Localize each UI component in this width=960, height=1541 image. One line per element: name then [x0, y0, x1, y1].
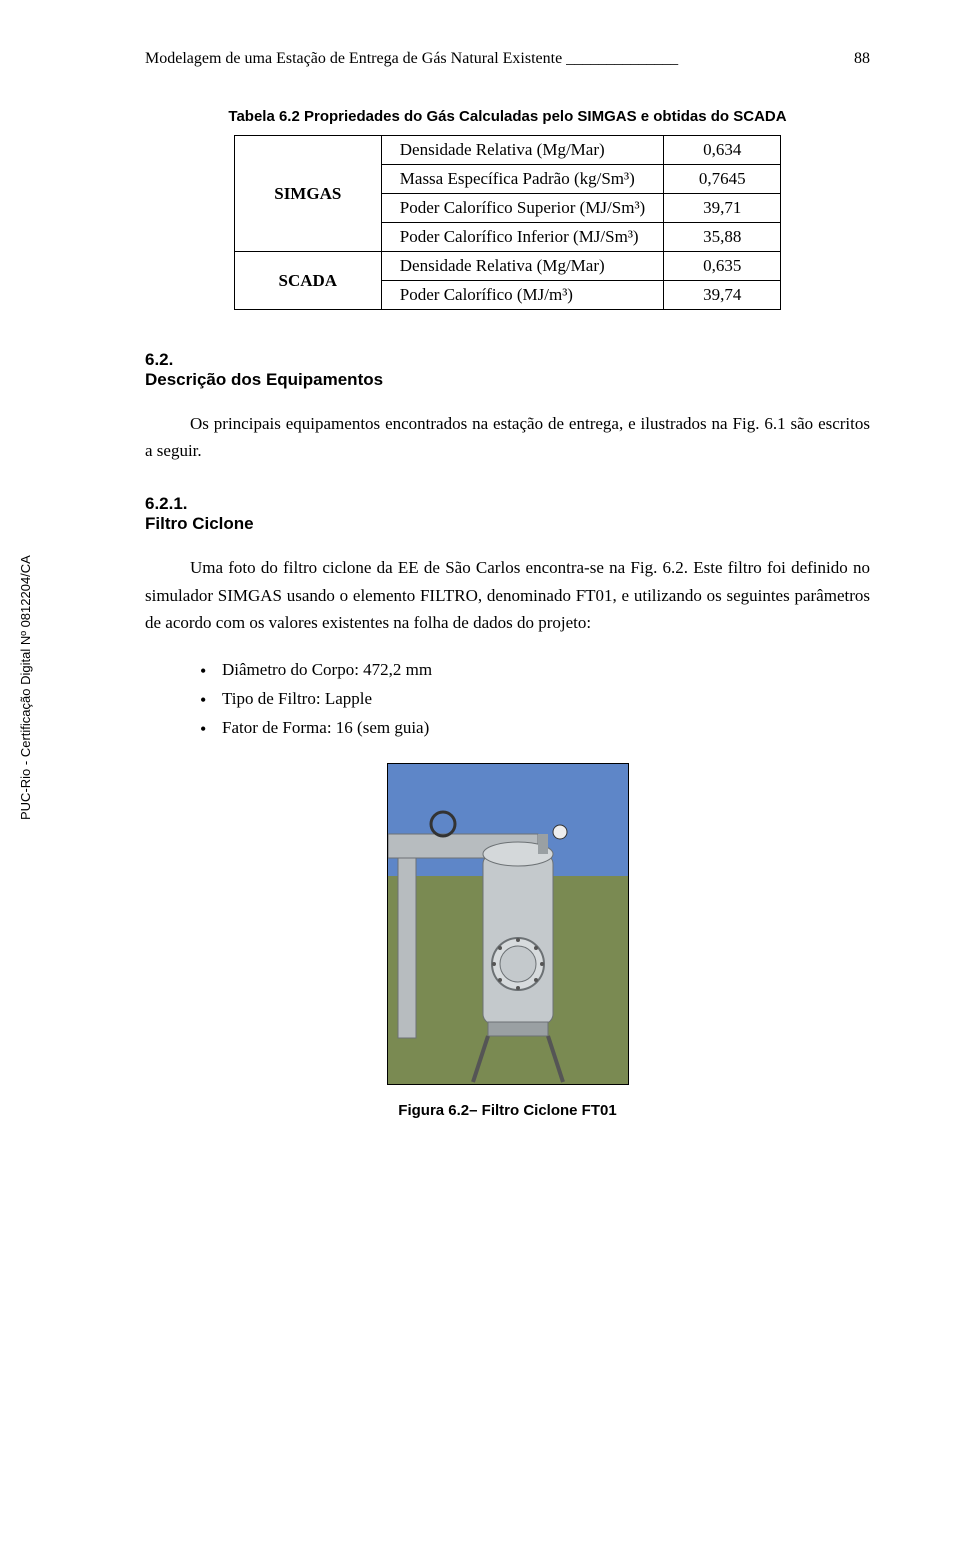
properties-table: SIMGAS Densidade Relativa (Mg/Mar) 0,634… — [234, 135, 781, 310]
filter-cyclone-icon — [388, 764, 628, 1084]
prop-value: 0,7645 — [664, 165, 781, 194]
list-item: Fator de Forma: 16 (sem guia) — [200, 714, 870, 743]
prop-value: 39,74 — [664, 281, 781, 310]
section-number-621: 6.2.1. — [145, 494, 870, 514]
table-row: SCADA Densidade Relativa (Mg/Mar) 0,635 — [234, 252, 780, 281]
page-number: 88 — [854, 50, 870, 68]
prop-name: Densidade Relativa (Mg/Mar) — [381, 252, 663, 281]
list-item: Tipo de Filtro: Lapple — [200, 685, 870, 714]
prop-value: 0,634 — [664, 136, 781, 165]
group-label-simgas: SIMGAS — [234, 136, 381, 252]
prop-name: Poder Calorífico (MJ/m³) — [381, 281, 663, 310]
prop-value: 35,88 — [664, 223, 781, 252]
section-title-62: Descrição dos Equipamentos — [145, 370, 870, 390]
paragraph-62: Os principais equipamentos encontrados n… — [145, 410, 870, 464]
certification-sidebar: PUC-Rio - Certificação Digital Nº 081220… — [18, 555, 33, 820]
section-number-62: 6.2. — [145, 350, 870, 370]
prop-name: Poder Calorífico Superior (MJ/Sm³) — [381, 194, 663, 223]
table-row: SIMGAS Densidade Relativa (Mg/Mar) 0,634 — [234, 136, 780, 165]
prop-name: Poder Calorífico Inferior (MJ/Sm³) — [381, 223, 663, 252]
bullet-list: Diâmetro do Corpo: 472,2 mm Tipo de Filt… — [145, 656, 870, 743]
figure-caption: Figura 6.2– Filtro Ciclone FT01 — [145, 1102, 870, 1119]
figure-wrap: Figura 6.2– Filtro Ciclone FT01 — [145, 763, 870, 1119]
page-container: Modelagem de uma Estação de Entrega de G… — [0, 0, 960, 1541]
section-title-621: Filtro Ciclone — [145, 514, 870, 534]
running-title: Modelagem de uma Estação de Entrega de G… — [145, 50, 678, 68]
prop-value: 0,635 — [664, 252, 781, 281]
table-caption: Tabela 6.2 Propriedades do Gás Calculada… — [145, 108, 870, 125]
prop-name: Densidade Relativa (Mg/Mar) — [381, 136, 663, 165]
prop-name: Massa Específica Padrão (kg/Sm³) — [381, 165, 663, 194]
paragraph-621: Uma foto do filtro ciclone da EE de São … — [145, 554, 870, 636]
group-label-scada: SCADA — [234, 252, 381, 310]
running-header: Modelagem de uma Estação de Entrega de G… — [145, 50, 870, 68]
figure-photo — [387, 763, 629, 1085]
list-item: Diâmetro do Corpo: 472,2 mm — [200, 656, 870, 685]
prop-value: 39,71 — [664, 194, 781, 223]
